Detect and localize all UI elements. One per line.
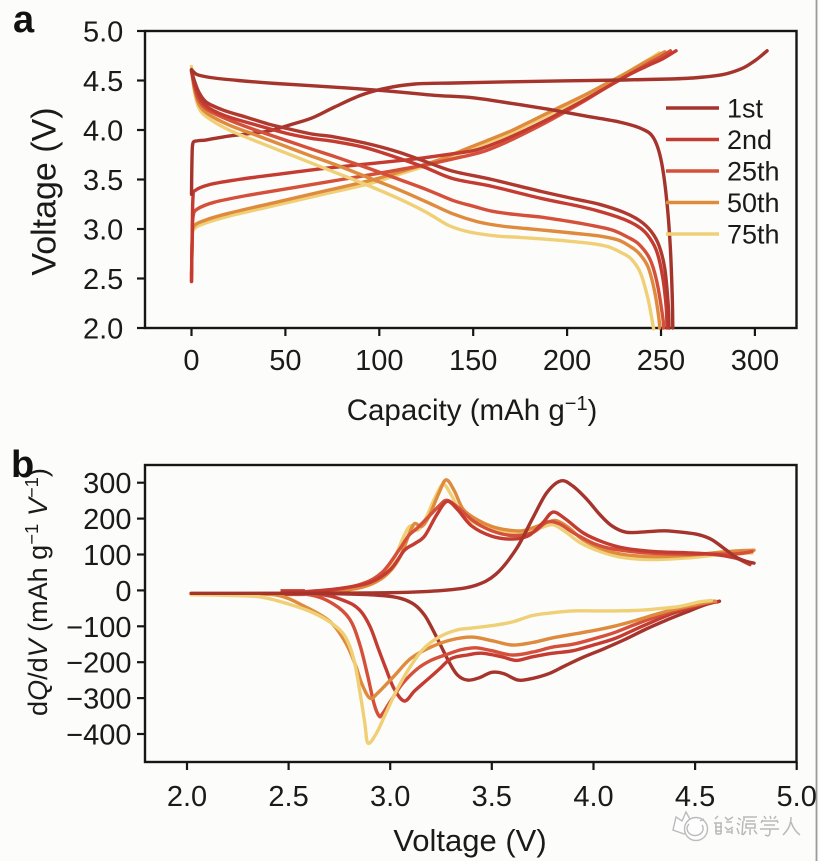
svg-text:−200: −200: [66, 648, 131, 680]
svg-text:2.0: 2.0: [167, 781, 207, 813]
svg-text:3.0: 3.0: [83, 215, 123, 247]
svg-text:Voltage (V): Voltage (V): [393, 823, 546, 858]
svg-text:300: 300: [731, 345, 779, 377]
svg-text:0: 0: [183, 345, 199, 377]
svg-text:2.0: 2.0: [83, 314, 123, 346]
svg-text:3.5: 3.5: [472, 781, 512, 813]
svg-text:50: 50: [269, 345, 301, 377]
svg-text:300: 300: [83, 468, 131, 500]
svg-text:200: 200: [83, 504, 131, 536]
svg-text:b: b: [11, 444, 34, 486]
svg-text:100: 100: [83, 540, 131, 572]
svg-text:a: a: [13, 0, 35, 41]
svg-text:−100: −100: [66, 612, 131, 644]
svg-text:0: 0: [115, 576, 131, 608]
svg-text:4.5: 4.5: [675, 781, 715, 813]
svg-text:Capacity (mAh g−1): Capacity (mAh g−1): [347, 393, 598, 427]
svg-text:2nd: 2nd: [727, 125, 772, 155]
svg-text:50th: 50th: [727, 188, 780, 218]
svg-text:−400: −400: [66, 720, 131, 752]
svg-text:Voltage (V): Voltage (V): [26, 107, 64, 275]
svg-text:25th: 25th: [727, 157, 780, 187]
svg-text:250: 250: [637, 345, 685, 377]
svg-text:3.5: 3.5: [83, 165, 123, 197]
svg-text:75th: 75th: [727, 220, 780, 250]
svg-text:5.0: 5.0: [83, 17, 123, 49]
svg-text:200: 200: [543, 345, 591, 377]
svg-text:2.5: 2.5: [268, 781, 308, 813]
svg-text:3.0: 3.0: [370, 781, 410, 813]
svg-text:4.0: 4.0: [573, 781, 613, 813]
svg-text:2.5: 2.5: [83, 264, 123, 296]
svg-text:5.0: 5.0: [777, 781, 817, 813]
svg-text:150: 150: [449, 345, 497, 377]
svg-text:100: 100: [355, 345, 403, 377]
svg-text:−300: −300: [66, 684, 131, 716]
svg-text:4.5: 4.5: [83, 66, 123, 98]
svg-text:1st: 1st: [727, 94, 764, 124]
svg-text:dQ/dV (mAh g−1 V−1): dQ/dV (mAh g−1 V−1): [21, 468, 53, 716]
svg-text:4.0: 4.0: [83, 116, 123, 148]
